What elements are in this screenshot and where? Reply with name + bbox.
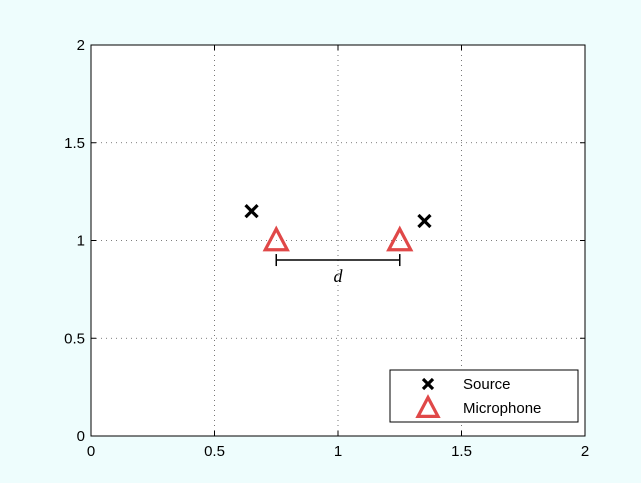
legend-microphone-icon [415, 394, 441, 418]
plot-frame [90, 44, 586, 437]
y-tick-label: 0.5 [64, 330, 85, 347]
legend: Source Microphone [389, 369, 579, 423]
x-marker-stroke [417, 213, 432, 229]
x-tick-label: 0 [87, 443, 95, 460]
source-point [244, 204, 259, 219]
microphone-point [386, 225, 414, 252]
distance-label: d [334, 266, 344, 286]
source-point [417, 213, 432, 229]
x-marker-stroke [244, 204, 259, 219]
legend-label: Source [463, 376, 511, 393]
y-tick-label: 0 [77, 428, 85, 445]
x-tick-label: 1.5 [451, 443, 472, 460]
y-tick-label: 2 [77, 37, 85, 54]
x-tick-label: 0.5 [204, 443, 225, 460]
legend-source-icon [421, 377, 435, 391]
x-tick-label: 1 [334, 443, 342, 460]
y-tick-label: 1 [77, 233, 85, 250]
x-tick-label: 2 [581, 443, 589, 460]
microphone-point [262, 225, 290, 252]
y-tick-label: 1.5 [64, 135, 85, 152]
y-axis-tick-labels: 0 0.5 1 1.5 2 [64, 37, 85, 445]
annotations: d [275, 254, 401, 286]
distance-annotation: d [275, 254, 401, 286]
x-marker-stroke [421, 377, 435, 391]
data-marks [244, 204, 432, 252]
legend-label: Microphone [463, 400, 541, 417]
x-axis-tick-labels: 0 0.5 1 1.5 2 [87, 443, 589, 460]
